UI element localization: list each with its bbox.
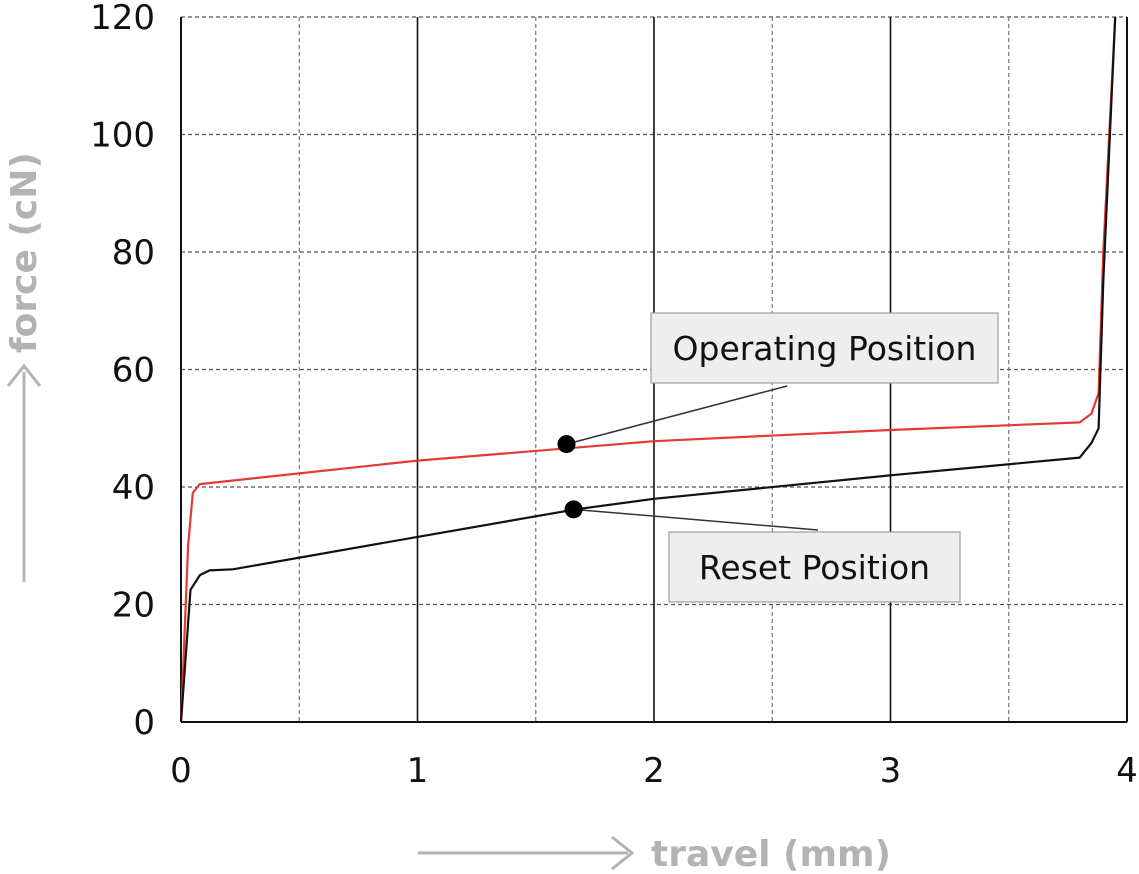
operating-position-label: Operating Position: [673, 329, 977, 368]
x-tick-label: 1: [407, 751, 429, 791]
x-tick-label: 3: [880, 751, 902, 791]
annotations: Operating Position Reset Position: [557, 312, 999, 603]
y-tick-label: 40: [112, 468, 155, 508]
y-axis-arrow-head: [6, 363, 42, 387]
x-axis-arrow-head: [611, 835, 635, 871]
x-tick-labels: 0 1 2 3 4: [170, 751, 1138, 791]
y-axis-title: force (cN): [4, 152, 45, 582]
operating-position-box: [650, 312, 999, 384]
y-tick-label: 20: [112, 586, 155, 626]
y-axis-label: force (cN): [4, 152, 45, 353]
reset-position-box: [668, 531, 961, 603]
y-tick-labels: 0 20 40 60 80 100 120: [90, 0, 155, 743]
x-tick-label: 2: [643, 751, 665, 791]
y-tick-label: 60: [112, 351, 155, 391]
y-tick-label: 0: [133, 703, 155, 743]
series-lines: [179, 16, 1117, 723]
reset-position-label: Reset Position: [699, 548, 930, 587]
operating-position-marker: [557, 435, 576, 454]
reset-position-leader-line: [573, 508, 819, 531]
y-tick-label: 100: [90, 116, 155, 156]
x-tick-label: 0: [170, 751, 192, 791]
x-axis-label: travel (mm): [651, 834, 891, 874]
reset-position-marker: [564, 500, 583, 519]
y-tick-label: 120: [90, 0, 155, 38]
grid: [180, 16, 1128, 723]
operating-position-leader-line: [566, 385, 788, 445]
y-tick-label: 80: [112, 233, 155, 273]
reset-curve-line: [179, 16, 1117, 723]
x-tick-label: 4: [1116, 751, 1138, 791]
x-axis-title: travel (mm): [418, 834, 891, 874]
